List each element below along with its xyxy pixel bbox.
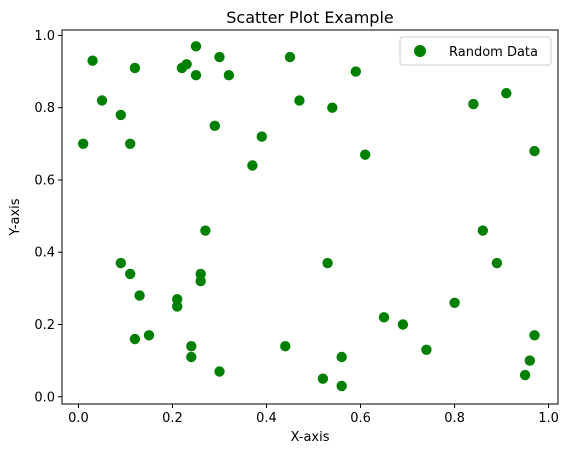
scatter-point-27 bbox=[214, 366, 225, 377]
scatter-point-3 bbox=[115, 109, 127, 121]
scatter-point-28 bbox=[284, 51, 296, 63]
scatter-point-34 bbox=[280, 341, 291, 352]
scatter-point-16 bbox=[223, 70, 235, 81]
scatter-point-31 bbox=[350, 66, 361, 77]
y-axis-label: Y-axis bbox=[8, 198, 23, 236]
scatter-point-18 bbox=[256, 131, 267, 142]
scatter-point-33 bbox=[322, 257, 333, 269]
scatter-point-15 bbox=[214, 51, 225, 63]
scatter-point-25 bbox=[186, 341, 197, 352]
scatter-point-2 bbox=[96, 95, 108, 106]
x-axis-label: X-axis bbox=[291, 430, 330, 445]
scatter-point-10 bbox=[143, 330, 155, 341]
scatter-point-39 bbox=[397, 319, 409, 330]
scatter-point-48 bbox=[524, 355, 535, 366]
scatter-point-44 bbox=[477, 225, 488, 236]
legend-label: Random Data bbox=[449, 45, 538, 60]
x-tick-label-4: 0.8 bbox=[444, 411, 465, 426]
scatter-point-30 bbox=[327, 102, 338, 113]
scatter-point-20 bbox=[200, 225, 211, 236]
scatter-point-5 bbox=[129, 62, 141, 74]
scatter-point-32 bbox=[360, 149, 371, 160]
y-tick-label-3: 0.6 bbox=[34, 173, 55, 188]
scatter-point-43 bbox=[501, 88, 512, 99]
x-tick-label-5: 1.0 bbox=[538, 411, 559, 426]
scatter-point-1 bbox=[87, 55, 98, 66]
legend-box bbox=[399, 36, 552, 66]
scatter-point-4 bbox=[125, 138, 136, 149]
scatter-point-46 bbox=[529, 145, 540, 157]
y-tick-label-5: 1.0 bbox=[34, 29, 55, 44]
scatter-point-21 bbox=[195, 268, 206, 280]
scatter-point-6 bbox=[115, 257, 127, 269]
scatter-point-13 bbox=[190, 70, 202, 81]
scatter-point-23 bbox=[172, 294, 183, 305]
data-points bbox=[78, 41, 540, 392]
scatter-point-36 bbox=[336, 351, 347, 363]
x-tick-label-3: 0.6 bbox=[350, 411, 371, 426]
scatter-point-42 bbox=[468, 98, 479, 110]
scatter-point-37 bbox=[336, 380, 347, 392]
scatter-point-12 bbox=[181, 59, 192, 70]
chart-title: Scatter Plot Example bbox=[226, 8, 393, 27]
x-tick-label-1: 0.2 bbox=[162, 411, 183, 426]
scatter-point-45 bbox=[491, 257, 503, 269]
scatter-point-0 bbox=[78, 138, 89, 149]
plot-frame bbox=[61, 29, 559, 405]
scatter-point-8 bbox=[134, 290, 145, 301]
legend: Random Data bbox=[399, 36, 552, 66]
scatter-point-40 bbox=[421, 344, 432, 355]
scatter-point-7 bbox=[125, 268, 136, 280]
scatter-point-49 bbox=[519, 369, 531, 381]
scatter-point-26 bbox=[186, 351, 197, 363]
scatter-point-19 bbox=[247, 160, 258, 171]
y-axis-ticks: 0.0 0.2 0.4 0.6 0.8 1.0 bbox=[34, 29, 62, 405]
x-tick-label-0: 0.0 bbox=[68, 411, 89, 426]
scatter-point-17 bbox=[209, 120, 220, 131]
scatter-point-24 bbox=[172, 301, 183, 312]
y-tick-label-4: 0.8 bbox=[34, 101, 55, 116]
x-tick-label-2: 0.4 bbox=[256, 411, 277, 426]
y-tick-label-1: 0.2 bbox=[34, 318, 55, 333]
scatter-point-14 bbox=[190, 41, 202, 52]
y-tick-label-0: 0.0 bbox=[34, 390, 55, 405]
x-axis-ticks: 0.0 0.2 0.4 0.6 0.8 1.0 bbox=[68, 404, 559, 426]
scatter-point-47 bbox=[529, 330, 540, 341]
scatter-point-29 bbox=[294, 95, 305, 106]
scatter-point-9 bbox=[129, 333, 141, 345]
scatter-point-41 bbox=[449, 297, 460, 308]
scatter-point-22 bbox=[195, 275, 206, 287]
legend-marker-icon bbox=[414, 45, 426, 57]
scatter-point-38 bbox=[378, 312, 390, 323]
scatter-point-35 bbox=[317, 373, 329, 384]
y-tick-label-2: 0.4 bbox=[34, 246, 55, 261]
